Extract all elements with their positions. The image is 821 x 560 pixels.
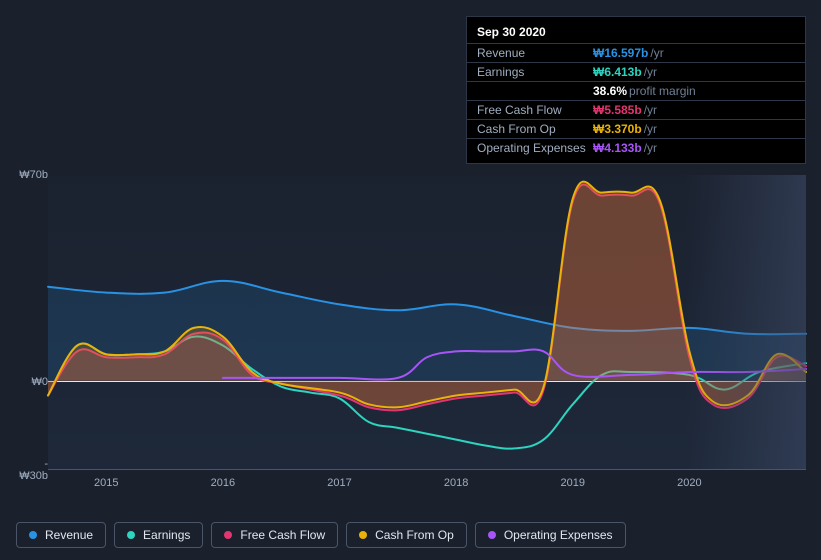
- legend-label: Earnings: [143, 528, 190, 542]
- tooltip-label: Revenue: [477, 46, 593, 60]
- plot-area[interactable]: [48, 175, 806, 470]
- legend-item[interactable]: Earnings: [114, 522, 203, 548]
- legend-label: Cash From Op: [375, 528, 454, 542]
- tooltip-label: Operating Expenses: [477, 141, 593, 155]
- tooltip-suffix: /yr: [644, 65, 657, 79]
- legend-label: Operating Expenses: [504, 528, 613, 542]
- tooltip-value: ₩4.133b: [593, 141, 642, 155]
- x-label: 2020: [677, 477, 701, 489]
- tooltip-suffix: /yr: [644, 122, 657, 136]
- tooltip-suffix: profit margin: [629, 84, 696, 98]
- tooltip-label: Free Cash Flow: [477, 103, 593, 117]
- legend-dot: [127, 531, 135, 539]
- tooltip-suffix: /yr: [644, 141, 657, 155]
- financial-chart[interactable]: ₩70b ₩0 -₩30b 2015 2016 2017 2018 2019 2020: [16, 155, 806, 495]
- tooltip-row: Earnings₩6.413b /yr: [467, 63, 805, 82]
- legend-dot: [224, 531, 232, 539]
- tooltip-row: Operating Expenses₩4.133b /yr: [467, 139, 805, 157]
- tooltip-suffix: /yr: [650, 46, 663, 60]
- tooltip-value: ₩6.413b: [593, 65, 642, 79]
- y-label: ₩0: [32, 376, 49, 388]
- x-label: 2019: [561, 477, 585, 489]
- y-label: ₩70b: [19, 169, 48, 181]
- tooltip-value: 38.6%: [593, 84, 627, 98]
- tooltip-row: Cash From Op₩3.370b /yr: [467, 120, 805, 139]
- y-label: -₩30b: [16, 458, 48, 482]
- legend-item[interactable]: Revenue: [16, 522, 106, 548]
- chart-lines: [48, 175, 806, 469]
- legend-label: Revenue: [45, 528, 93, 542]
- legend-item[interactable]: Operating Expenses: [475, 522, 626, 548]
- tooltip-value: ₩16.597b: [593, 46, 648, 60]
- tooltip-value: ₩3.370b: [593, 122, 642, 136]
- x-label: 2015: [94, 477, 118, 489]
- legend-dot: [29, 531, 37, 539]
- legend-label: Free Cash Flow: [240, 528, 325, 542]
- legend-dot: [359, 531, 367, 539]
- tooltip-row: Free Cash Flow₩5.585b /yr: [467, 101, 805, 120]
- tooltip-label: Cash From Op: [477, 122, 593, 136]
- legend: Revenue Earnings Free Cash Flow Cash From O…: [16, 522, 626, 548]
- tooltip-row: Revenue₩16.597b /yr: [467, 44, 805, 63]
- legend-item[interactable]: Cash From Op: [346, 522, 467, 548]
- data-tooltip: Sep 30 2020 Revenue₩16.597b /yrEarnings₩…: [466, 16, 806, 164]
- tooltip-date: Sep 30 2020: [467, 23, 805, 44]
- tooltip-row: x38.6% profit margin: [467, 82, 805, 101]
- x-label: 2018: [444, 477, 468, 489]
- legend-item[interactable]: Free Cash Flow: [211, 522, 338, 548]
- x-label: 2016: [211, 477, 235, 489]
- tooltip-label: Earnings: [477, 65, 593, 79]
- tooltip-suffix: /yr: [644, 103, 657, 117]
- legend-dot: [488, 531, 496, 539]
- x-label: 2017: [327, 477, 351, 489]
- tooltip-value: ₩5.585b: [593, 103, 642, 117]
